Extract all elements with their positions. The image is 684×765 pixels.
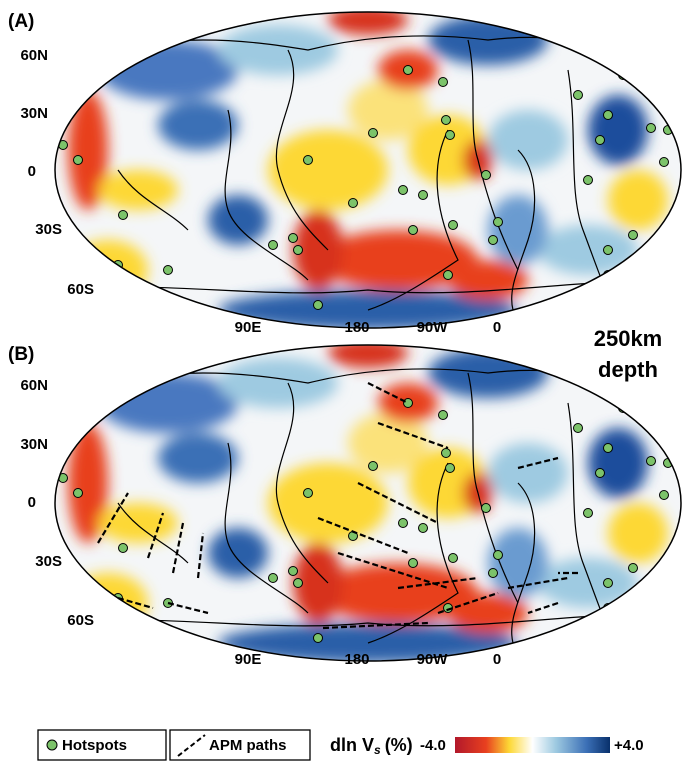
depth-label: 250km (594, 326, 663, 351)
lat-label: 60S (67, 612, 94, 629)
lon-label: 0 (493, 319, 501, 336)
hotspot-symbol (46, 739, 58, 751)
lat-label: 0 (28, 163, 36, 180)
lat-label: 60N (20, 377, 48, 394)
lon-label: 90E (235, 319, 262, 336)
colorbar-max: +4.0 (614, 737, 644, 754)
apm-symbol (177, 734, 206, 757)
colorbar-min: -4.0 (420, 737, 446, 754)
colorbar-label-unit: (%) (385, 735, 413, 755)
lat-label: 30N (20, 105, 48, 122)
colorbar-label-sub: s (374, 743, 381, 757)
lon-label: 180 (344, 319, 369, 336)
legend-box (37, 729, 167, 761)
panel-b: (B) 60N 30N 0 30S 60S 90E 180 90W 0 (8, 338, 684, 668)
panel-label: (B) (8, 344, 34, 365)
depth-label: depth (598, 357, 658, 382)
lon-label: 90W (417, 319, 449, 336)
lat-label: 60S (67, 281, 94, 298)
lon-label: 0 (493, 651, 501, 668)
legend: Hotspots APM paths dln Vs (%) -4.0 +4.0 (37, 729, 644, 761)
lat-label: 60N (20, 47, 48, 64)
colorbar-label: dln Vs (%) (330, 735, 413, 757)
lon-label: 90E (235, 651, 262, 668)
legend-text: APM paths (209, 737, 287, 754)
tomography-map (48, 5, 684, 335)
colorbar-label-main: dln V (330, 735, 374, 755)
lat-label: 30S (35, 553, 62, 570)
lat-label: 30S (35, 221, 62, 238)
tomography-map (48, 338, 684, 668)
panel-label: (A) (8, 11, 34, 32)
lat-label: 30N (20, 436, 48, 453)
legend-box (169, 729, 311, 761)
lat-label: 0 (28, 494, 36, 511)
lon-label: 180 (344, 651, 369, 668)
lon-label: 90W (417, 651, 449, 668)
panel-a: (A) 60N 30N 0 30S 60S 90E 180 90W 0 (8, 5, 684, 336)
colorbar (455, 737, 610, 753)
legend-text: Hotspots (62, 737, 127, 754)
